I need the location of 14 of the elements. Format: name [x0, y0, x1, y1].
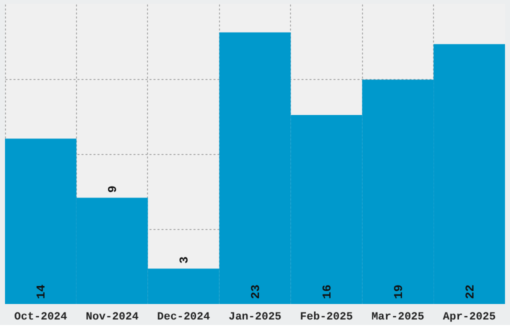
- data-label: 16: [320, 284, 334, 299]
- x-tick-label: Feb-2025: [300, 312, 354, 324]
- x-tick-label: Nov-2024: [86, 312, 139, 324]
- x-tick-label: Oct-2024: [14, 312, 68, 324]
- x-tick-label: Mar-2025: [371, 312, 425, 324]
- data-label: 23: [249, 284, 263, 299]
- x-tick-label: Apr-2025: [442, 312, 496, 324]
- data-label: 9: [106, 186, 120, 193]
- data-label: 3: [178, 256, 192, 264]
- data-label: 14: [34, 284, 49, 299]
- data-label: 22: [463, 284, 478, 299]
- x-tick-label: Jan-2025: [228, 312, 282, 324]
- x-tick-label: Dec-2024: [157, 312, 210, 324]
- data-label: 19: [392, 284, 406, 299]
